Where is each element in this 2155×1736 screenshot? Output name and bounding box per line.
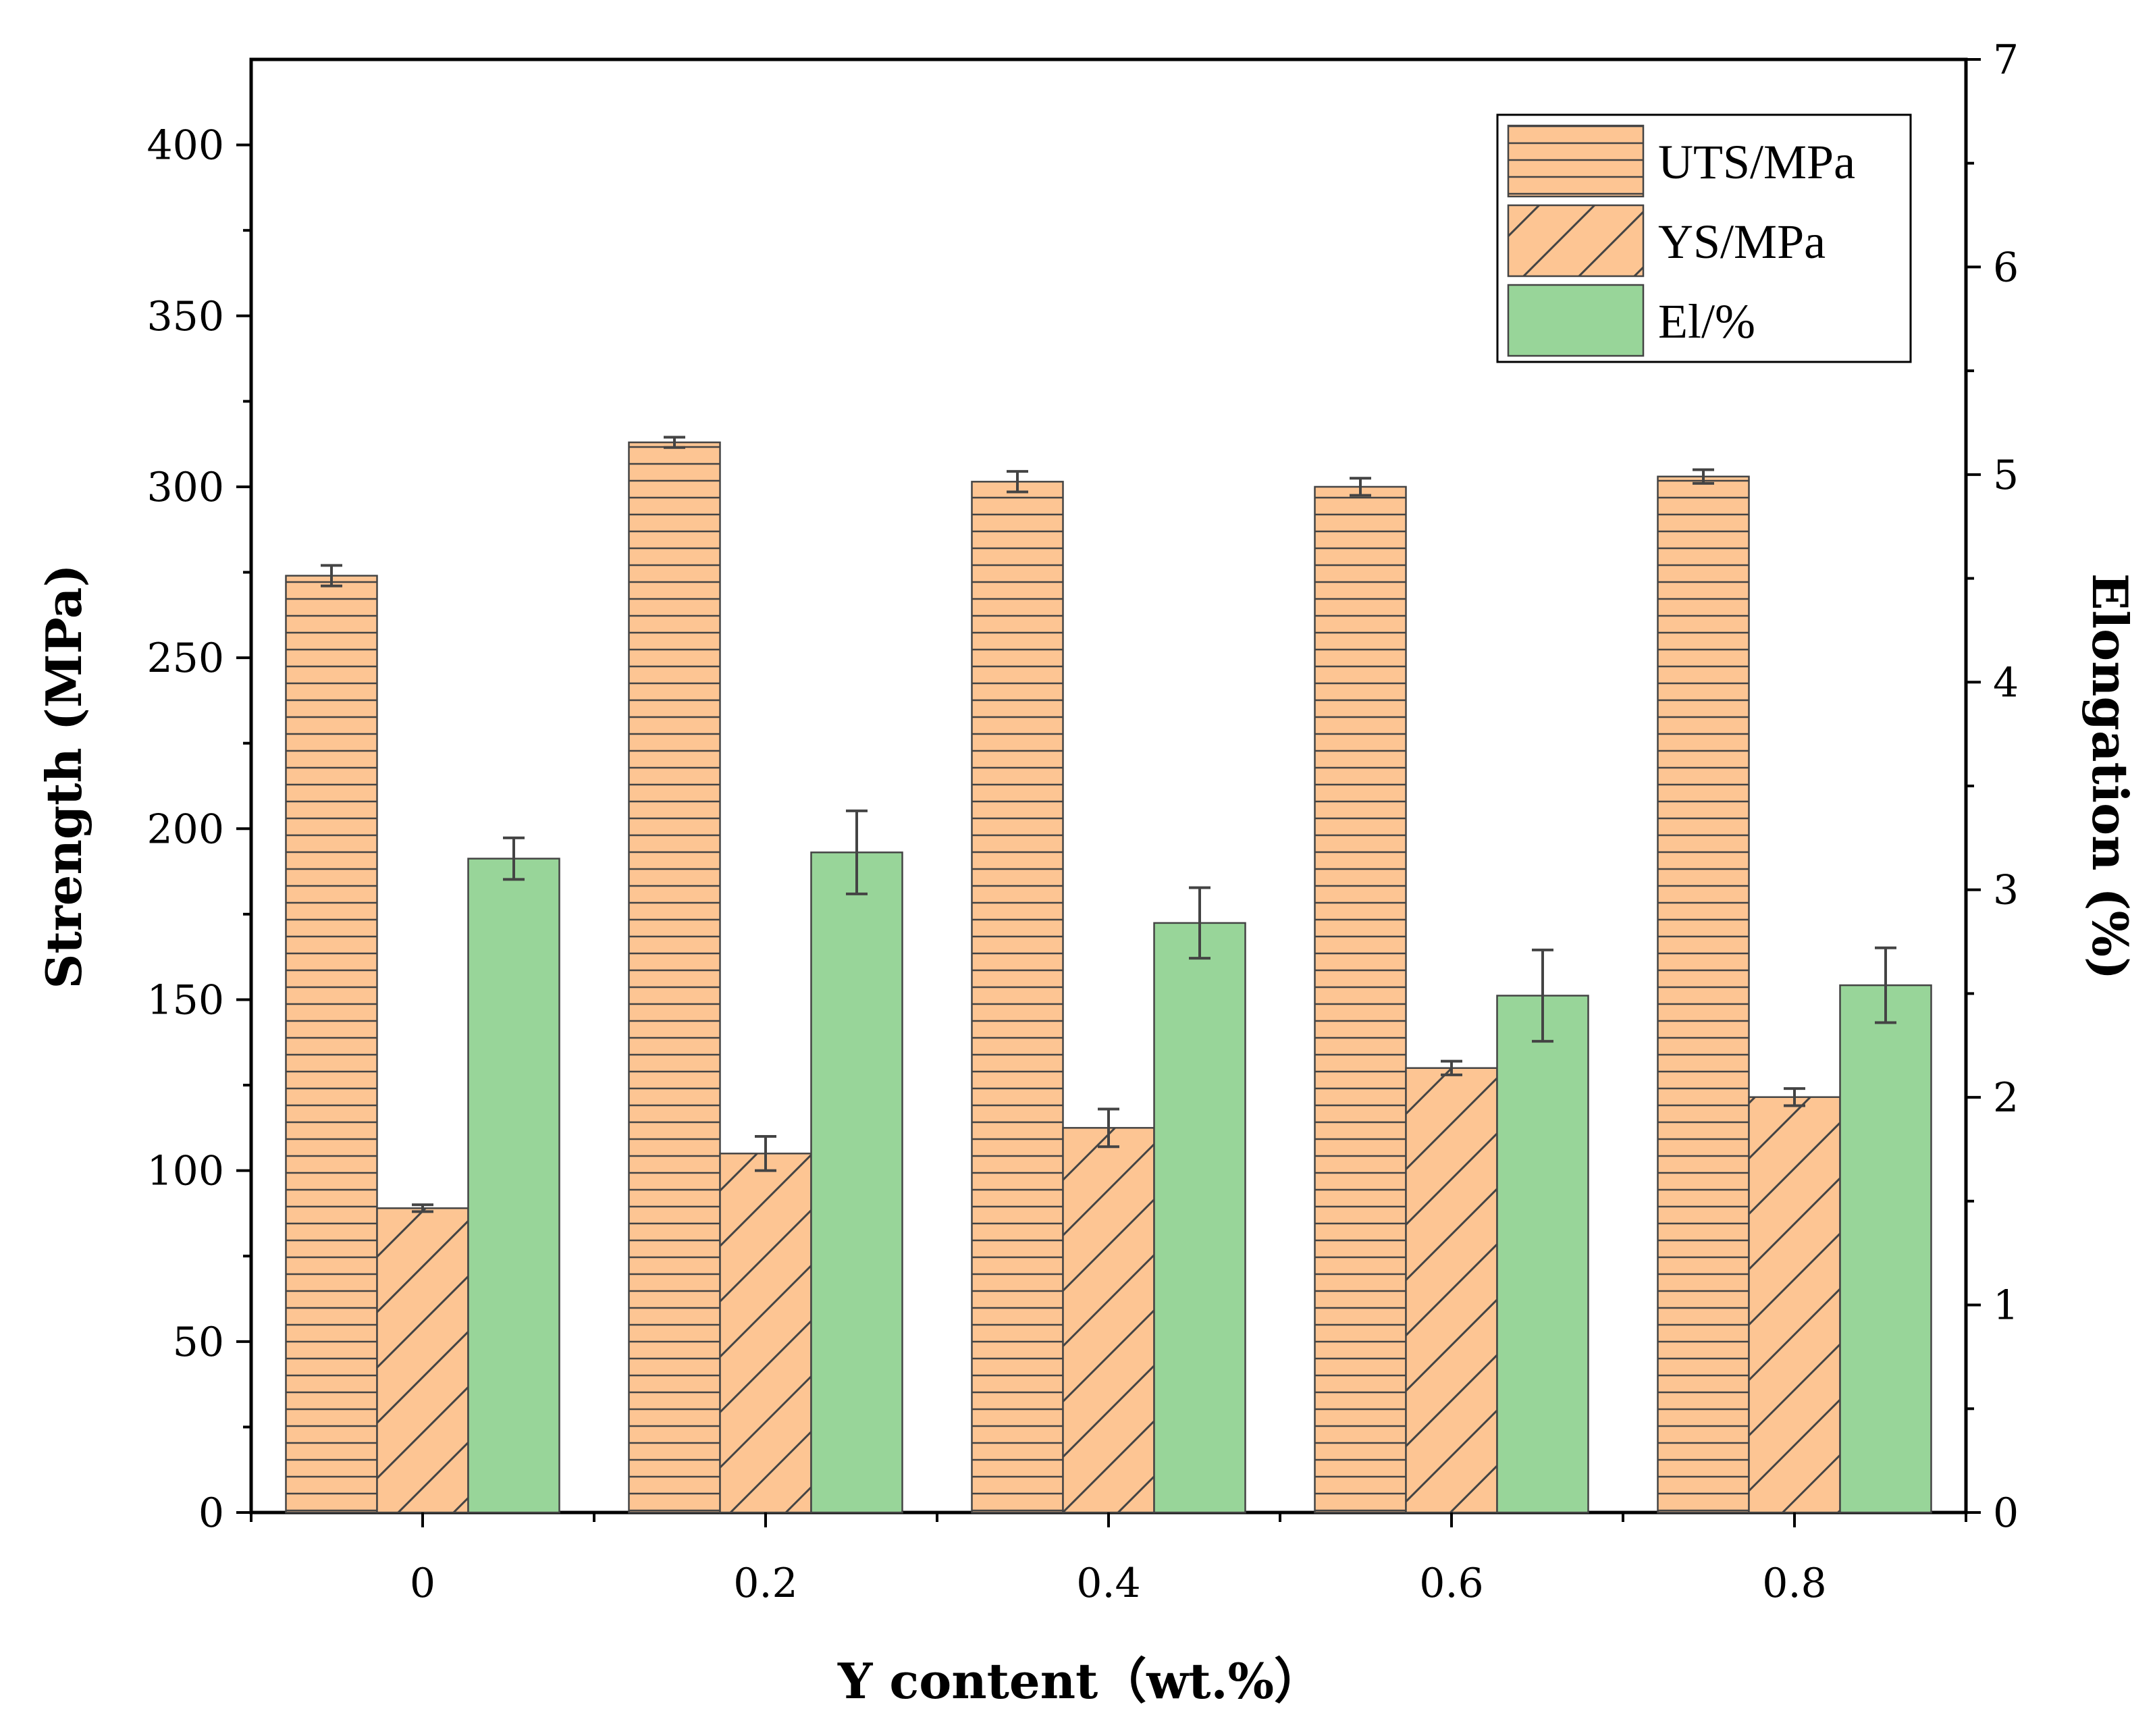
error-bar-el-1: [846, 809, 868, 895]
y-left-tick-label: 150: [147, 976, 224, 1024]
legend-label-2: El/%: [1658, 294, 1755, 348]
y-right-tick-label: 2: [1993, 1074, 2019, 1122]
error-bar-ysmpa-3: [1441, 1059, 1462, 1076]
y-right-tick-label: 5: [1993, 452, 2019, 499]
y-left-tick-label: 0: [198, 1490, 224, 1537]
legend-swatch-0: [1507, 124, 1645, 198]
bar-el-2: [1153, 922, 1246, 1514]
x-tick-label: 0.4: [1076, 1560, 1140, 1607]
bar-el-4: [1839, 984, 1932, 1514]
x-tick-label: 0.2: [733, 1560, 797, 1607]
y-left-tick-label: 200: [147, 806, 224, 853]
x-tick-label: 0.8: [1762, 1560, 1826, 1607]
error-bar-el-4: [1875, 946, 1896, 1024]
error-bar-utsmpa-0: [321, 564, 342, 587]
y-right-tick-label: 4: [1993, 659, 2019, 706]
y-right-tick-label: 3: [1993, 867, 2019, 914]
x-axis-title: Y content（wt.%）: [837, 1652, 1323, 1710]
y-left-tick-label: 100: [147, 1148, 224, 1195]
error-bar-el-2: [1189, 886, 1210, 960]
error-bar-utsmpa-2: [1007, 470, 1028, 494]
legend-label-1: YS/MPa: [1658, 215, 1826, 269]
legend-swatch-2: [1507, 284, 1645, 357]
error-bar-utsmpa-3: [1350, 477, 1371, 497]
y-left-tick-label: 250: [147, 635, 224, 682]
bar-el-1: [810, 851, 903, 1514]
axes-layer: 0 50 100 150 200 250 300 350 400 0 1 2 3 4 5 6 7 0 0.2 0.4 0…: [147, 36, 2019, 1607]
bar-ysmpa-1: [719, 1153, 812, 1514]
error-bar-ysmpa-4: [1784, 1087, 1805, 1107]
x-tick-label: 0.6: [1419, 1560, 1483, 1607]
bar-ysmpa-3: [1405, 1067, 1498, 1514]
bar-utsmpa-2: [971, 481, 1064, 1514]
legend-label-0: UTS/MPa: [1658, 135, 1855, 189]
y-axis-left-title: Strength (MPa): [35, 564, 92, 989]
error-bar-utsmpa-1: [664, 436, 685, 449]
bars-layer: [285, 436, 1932, 1514]
bar-utsmpa-0: [285, 575, 378, 1514]
y-right-tick-label: 6: [1993, 244, 2019, 291]
bar-ysmpa-4: [1748, 1096, 1841, 1514]
error-bar-ysmpa-1: [755, 1135, 776, 1172]
error-bar-ysmpa-0: [412, 1203, 433, 1213]
error-bar-ysmpa-2: [1098, 1107, 1119, 1149]
bar-ysmpa-0: [376, 1207, 469, 1514]
y-left-tick-label: 350: [147, 293, 224, 340]
bar-utsmpa-3: [1314, 485, 1407, 1514]
bar-ysmpa-2: [1062, 1127, 1155, 1514]
y-axis-right-title: Elongation (%): [2081, 573, 2139, 980]
error-bar-el-0: [503, 836, 525, 881]
y-left-tick-label: 50: [173, 1319, 224, 1366]
error-bar-el-3: [1532, 948, 1553, 1043]
bar-utsmpa-1: [628, 441, 721, 1514]
y-right-tick-label: 0: [1993, 1490, 2019, 1537]
y-right-tick-label: 1: [1993, 1282, 2019, 1330]
y-left-tick-label: 300: [147, 464, 224, 511]
bar-el-0: [467, 858, 560, 1514]
y-left-tick-label: 400: [147, 122, 224, 169]
bar-el-3: [1496, 995, 1589, 1514]
legend: UTS/MPa YS/MPa El/%: [1496, 113, 1912, 363]
legend-swatch-1: [1507, 204, 1645, 278]
x-tick-label: 0: [410, 1560, 435, 1607]
error-bar-utsmpa-4: [1693, 468, 1714, 485]
bar-utsmpa-4: [1657, 475, 1750, 1514]
y-right-tick-label: 7: [1993, 36, 2019, 84]
